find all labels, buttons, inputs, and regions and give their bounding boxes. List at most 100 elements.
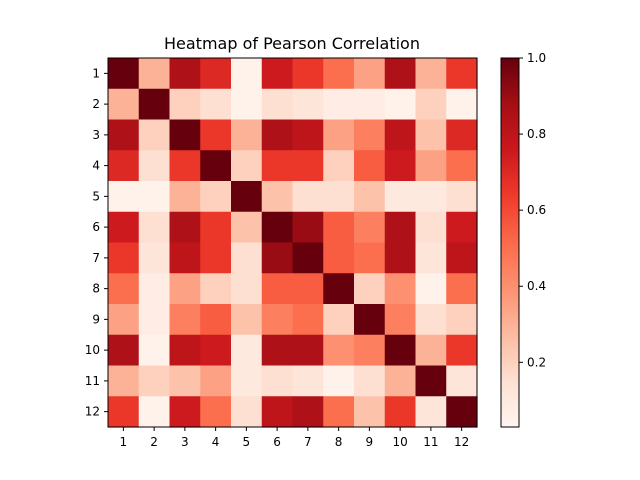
y-tick-label: 6	[92, 220, 100, 234]
heatmap-cell	[354, 58, 386, 90]
heatmap-cell	[261, 119, 294, 151]
heatmap-cell	[169, 88, 201, 121]
heatmap-cell	[200, 242, 232, 274]
heatmap-cell	[108, 211, 140, 244]
heatmap-cell	[169, 211, 201, 244]
heatmap-cell	[292, 334, 324, 367]
y-tick-label: 7	[92, 251, 100, 265]
heatmap-cell	[323, 242, 355, 274]
heatmap-cell	[200, 396, 232, 428]
heatmap-cell	[384, 58, 417, 90]
heatmap-cell	[261, 365, 294, 397]
heatmap-cell	[261, 242, 294, 274]
heatmap-cell	[354, 119, 386, 151]
heatmap-cell	[384, 150, 417, 182]
heatmap-cell	[231, 58, 263, 90]
heatmap-cell	[200, 273, 232, 305]
heatmap-cell	[354, 396, 386, 428]
heatmap-cell	[138, 365, 171, 397]
colorbar-tick-label: 0.8	[527, 127, 546, 141]
heatmap-cell	[415, 211, 447, 244]
heatmap-cell	[261, 396, 294, 428]
heatmap-cell	[261, 88, 294, 121]
heatmap-cell	[323, 273, 355, 305]
y-tick-label: 12	[85, 405, 100, 419]
colorbar-tick-label: 0.2	[527, 355, 546, 369]
heatmap-cell	[384, 334, 417, 367]
heatmap-cell	[138, 211, 171, 244]
heatmap-cell	[446, 365, 478, 397]
heatmap-cell	[231, 304, 263, 336]
heatmap-cell	[138, 119, 171, 151]
heatmap-cell	[138, 304, 171, 336]
heatmap-cell	[108, 334, 140, 367]
heatmap-cell	[200, 150, 232, 182]
heatmap-cell	[384, 211, 417, 244]
heatmap-cell	[200, 304, 232, 336]
heatmap-cell	[231, 150, 263, 182]
x-tick-label: 12	[454, 435, 469, 449]
heatmap-cell	[231, 273, 263, 305]
heatmap-cell	[354, 273, 386, 305]
heatmap-cell	[200, 119, 232, 151]
heatmap-cell	[323, 365, 355, 397]
heatmap-cell	[138, 242, 171, 274]
heatmap-cell	[415, 58, 447, 90]
heatmap-cell	[200, 365, 232, 397]
heatmap-cell	[323, 88, 355, 121]
y-tick-label: 10	[85, 343, 100, 357]
heatmap-cell	[446, 119, 478, 151]
colorbar	[500, 57, 520, 428]
heatmap-cell	[384, 396, 417, 428]
heatmap-cell	[169, 396, 201, 428]
heatmap-cell	[108, 396, 140, 428]
heatmap-cell	[108, 304, 140, 336]
heatmap-cell	[261, 58, 294, 90]
heatmap-cell	[108, 242, 140, 274]
heatmap-cell	[292, 304, 324, 336]
heatmap-cell	[200, 88, 232, 121]
heatmap-cell	[169, 181, 201, 213]
heatmap-cell	[323, 396, 355, 428]
y-tick-label: 1	[92, 66, 100, 80]
heatmap-cell	[384, 273, 417, 305]
heatmap-cell	[292, 181, 324, 213]
x-tick-label: 11	[423, 435, 438, 449]
x-tick-label: 7	[304, 435, 312, 449]
heatmap-cell	[169, 150, 201, 182]
heatmap-cell	[384, 181, 417, 213]
heatmap-cell	[261, 211, 294, 244]
heatmap-cell	[415, 88, 447, 121]
colorbar-tick-label: 0.6	[527, 203, 546, 217]
x-tick-label: 4	[212, 435, 220, 449]
heatmap-cell	[446, 242, 478, 274]
heatmap-cell	[415, 242, 447, 274]
heatmap-cell	[169, 273, 201, 305]
heatmap-cell	[138, 58, 171, 90]
heatmap-cell	[323, 119, 355, 151]
heatmap-cell	[169, 334, 201, 367]
x-tick-label: 8	[335, 435, 343, 449]
y-tick-label: 2	[92, 97, 100, 111]
heatmap-cell	[354, 304, 386, 336]
heatmap-cell	[292, 242, 324, 274]
heatmap-cell	[446, 211, 478, 244]
y-tick-label: 9	[92, 312, 100, 326]
x-axis: 1 2 3 4 5 6 7 8 9 10 11 12	[120, 427, 469, 449]
heatmap-cell	[415, 365, 447, 397]
heatmap-cell	[292, 88, 324, 121]
heatmap-cell	[169, 119, 201, 151]
heatmap-cell	[323, 334, 355, 367]
heatmap-cell	[446, 273, 478, 305]
heatmap-cell	[169, 242, 201, 274]
heatmap-cell	[323, 150, 355, 182]
heatmap-cell	[200, 334, 232, 367]
heatmap-cell	[415, 181, 447, 213]
y-tick-label: 8	[92, 282, 100, 296]
heatmap-cell	[415, 273, 447, 305]
heatmap-cell	[231, 365, 263, 397]
x-tick-label: 9	[366, 435, 374, 449]
heatmap-cell	[292, 211, 324, 244]
